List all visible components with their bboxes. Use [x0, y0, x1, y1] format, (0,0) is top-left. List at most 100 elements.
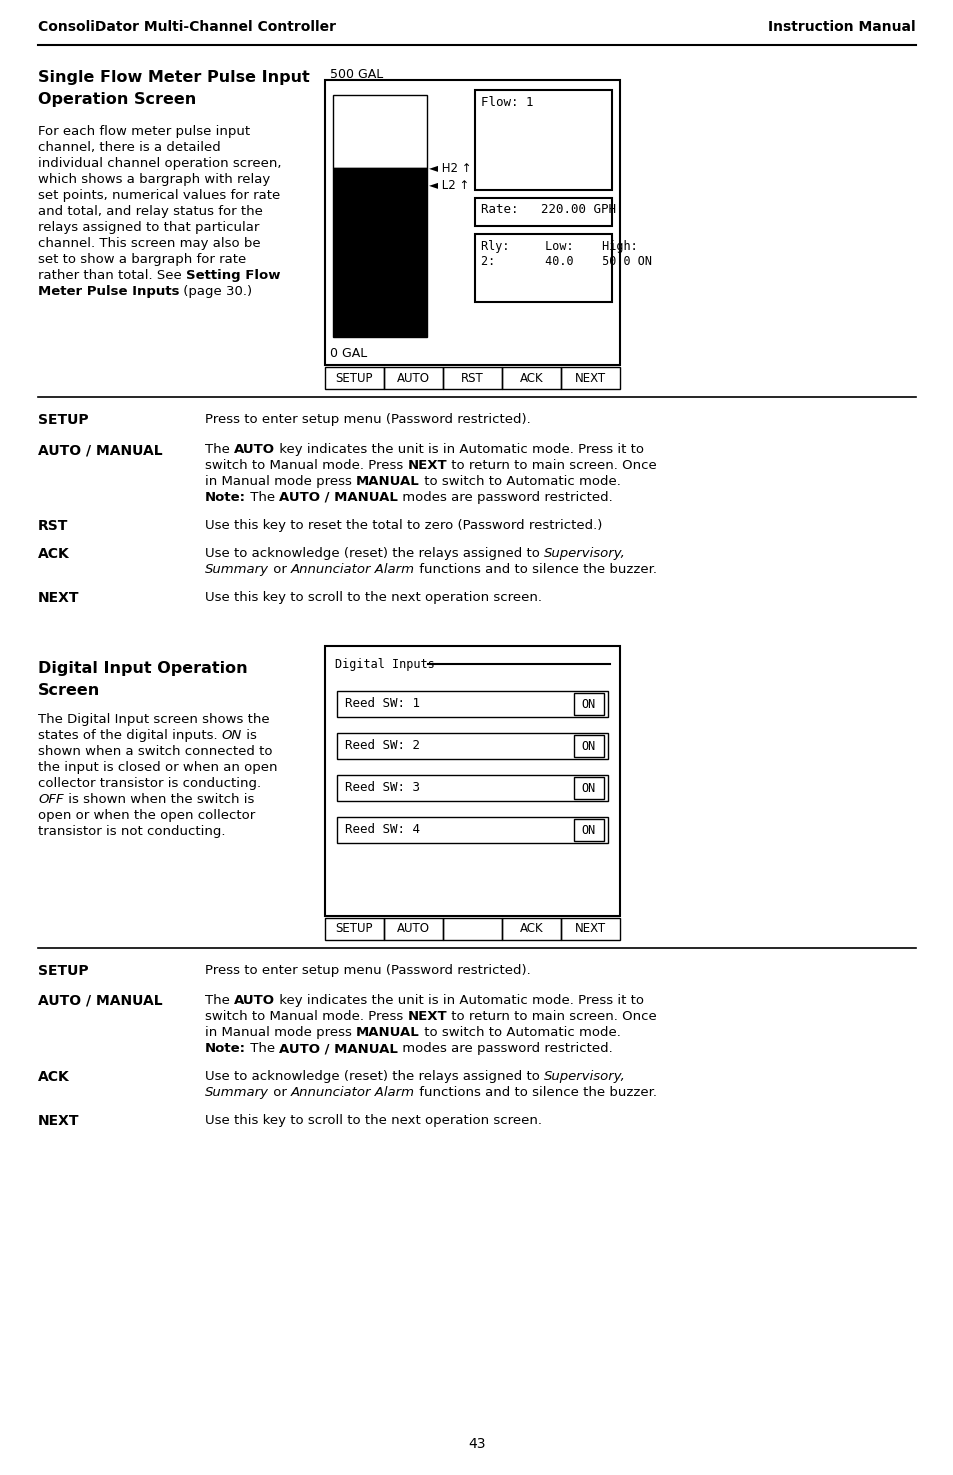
Text: 500 GAL: 500 GAL	[330, 68, 383, 81]
Bar	[336, 817, 607, 844]
Text: NEXT: NEXT	[38, 591, 79, 605]
Bar	[384, 367, 442, 389]
Bar	[442, 367, 501, 389]
Text: OFF: OFF	[38, 794, 64, 805]
Text: in Manual mode press: in Manual mode press	[205, 1027, 355, 1038]
Text: and total, and relay status for the: and total, and relay status for the	[38, 205, 263, 218]
Text: modes are password restricted.: modes are password restricted.	[397, 491, 613, 504]
Text: NEXT: NEXT	[407, 459, 447, 472]
Text: The: The	[205, 442, 233, 456]
Bar	[501, 917, 560, 940]
Text: in Manual mode press: in Manual mode press	[205, 475, 355, 488]
Text: is: is	[242, 729, 256, 742]
Text: The: The	[246, 491, 279, 504]
Text: Use this key to reset the total to zero (Password restricted.): Use this key to reset the total to zero …	[205, 519, 601, 532]
Text: 2:       40.0    50.0 ON: 2: 40.0 50.0 ON	[480, 255, 651, 268]
Text: Reed SW: 3: Reed SW: 3	[345, 780, 419, 794]
Text: Digital Input Operation: Digital Input Operation	[38, 661, 248, 676]
Bar	[574, 693, 603, 715]
Text: key indicates the unit is in Automatic mode. Press it to: key indicates the unit is in Automatic m…	[274, 994, 643, 1007]
Text: rather than total. See: rather than total. See	[38, 268, 186, 282]
Text: Note:: Note:	[205, 1041, 246, 1055]
Text: Supervisory,: Supervisory,	[543, 547, 625, 560]
Text: functions and to silence the buzzer.: functions and to silence the buzzer.	[415, 563, 657, 577]
Bar	[325, 80, 619, 364]
Bar	[560, 367, 619, 389]
Text: set points, numerical values for rate: set points, numerical values for rate	[38, 189, 280, 202]
Text: individual channel operation screen,: individual channel operation screen,	[38, 156, 281, 170]
Text: ON: ON	[581, 782, 596, 795]
Text: The Digital Input screen shows the: The Digital Input screen shows the	[38, 712, 270, 726]
Text: Annunciator Alarm: Annunciator Alarm	[291, 563, 415, 577]
Bar	[475, 198, 612, 226]
Text: ACK: ACK	[38, 1069, 70, 1084]
Text: ACK: ACK	[519, 372, 543, 385]
Text: Annunciator Alarm: Annunciator Alarm	[291, 1086, 415, 1099]
Text: is shown when the switch is: is shown when the switch is	[64, 794, 253, 805]
Text: Setting Flow: Setting Flow	[186, 268, 280, 282]
Text: AUTO / MANUAL: AUTO / MANUAL	[38, 994, 162, 1007]
Text: set to show a bargraph for rate: set to show a bargraph for rate	[38, 254, 246, 266]
Text: switch to Manual mode. Press: switch to Manual mode. Press	[205, 1010, 407, 1024]
Text: Summary: Summary	[205, 1086, 269, 1099]
Text: to switch to Automatic mode.: to switch to Automatic mode.	[419, 475, 620, 488]
Text: Rly:     Low:    High:: Rly: Low: High:	[480, 240, 638, 254]
Text: ON: ON	[222, 729, 242, 742]
Text: RST: RST	[38, 519, 69, 532]
Text: AUTO: AUTO	[233, 442, 274, 456]
Text: Flow: 1: Flow: 1	[480, 96, 533, 109]
Text: The: The	[246, 1041, 279, 1055]
Bar	[574, 777, 603, 799]
Text: ◄ L2 ↑: ◄ L2 ↑	[429, 178, 469, 192]
Text: ACK: ACK	[38, 547, 70, 560]
Text: ◄ H2 ↑: ◄ H2 ↑	[429, 162, 471, 174]
Text: SETUP: SETUP	[335, 372, 373, 385]
Bar	[560, 917, 619, 940]
Text: 43: 43	[468, 1437, 485, 1451]
Text: Reed SW: 1: Reed SW: 1	[345, 698, 419, 709]
Text: or: or	[269, 563, 291, 577]
Text: Use this key to scroll to the next operation screen.: Use this key to scroll to the next opera…	[205, 591, 541, 603]
Text: ON: ON	[581, 739, 596, 752]
Text: shown when a switch connected to: shown when a switch connected to	[38, 745, 273, 758]
Text: SETUP: SETUP	[38, 413, 89, 426]
Bar	[333, 94, 427, 168]
Text: Use to acknowledge (reset) the relays assigned to: Use to acknowledge (reset) the relays as…	[205, 1069, 543, 1083]
Text: to return to main screen. Once: to return to main screen. Once	[447, 459, 657, 472]
Text: states of the digital inputs.: states of the digital inputs.	[38, 729, 222, 742]
Bar	[336, 690, 607, 717]
Text: MANUAL: MANUAL	[355, 475, 419, 488]
Text: switch to Manual mode. Press: switch to Manual mode. Press	[205, 459, 407, 472]
Text: AUTO: AUTO	[396, 922, 430, 935]
Bar	[475, 235, 612, 302]
Bar	[336, 733, 607, 760]
Bar	[325, 917, 384, 940]
Text: SETUP: SETUP	[335, 922, 373, 935]
Text: Reed SW: 2: Reed SW: 2	[345, 739, 419, 752]
Bar	[501, 367, 560, 389]
Text: For each flow meter pulse input: For each flow meter pulse input	[38, 125, 250, 139]
Text: The: The	[205, 994, 233, 1007]
Bar	[333, 168, 427, 336]
Text: Rate:   220.00 GPH: Rate: 220.00 GPH	[480, 204, 616, 215]
Text: Digital Inputs: Digital Inputs	[335, 658, 435, 671]
Text: SETUP: SETUP	[38, 965, 89, 978]
Text: open or when the open collector: open or when the open collector	[38, 808, 255, 822]
Bar	[336, 774, 607, 801]
Text: Meter Pulse Inputs: Meter Pulse Inputs	[38, 285, 179, 298]
Text: 0 GAL: 0 GAL	[330, 347, 367, 360]
Text: Note:: Note:	[205, 491, 246, 504]
Text: which shows a bargraph with relay: which shows a bargraph with relay	[38, 173, 270, 186]
Bar	[384, 917, 442, 940]
Bar	[325, 646, 619, 916]
Text: channel, there is a detailed: channel, there is a detailed	[38, 142, 220, 153]
Text: modes are password restricted.: modes are password restricted.	[397, 1041, 613, 1055]
Text: Screen: Screen	[38, 683, 100, 698]
Text: functions and to silence the buzzer.: functions and to silence the buzzer.	[415, 1086, 657, 1099]
Text: Operation Screen: Operation Screen	[38, 91, 196, 108]
Text: NEXT: NEXT	[575, 922, 605, 935]
Text: Supervisory,: Supervisory,	[543, 1069, 625, 1083]
Text: or: or	[269, 1086, 291, 1099]
Text: Use to acknowledge (reset) the relays assigned to: Use to acknowledge (reset) the relays as…	[205, 547, 543, 560]
Text: Reed SW: 4: Reed SW: 4	[345, 823, 419, 836]
